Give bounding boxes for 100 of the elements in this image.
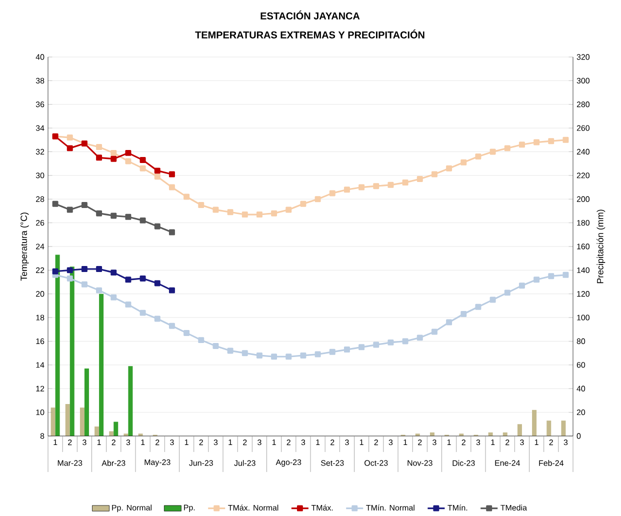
point: [431, 171, 438, 178]
point: [490, 296, 496, 303]
point: [504, 290, 510, 296]
point: [168, 229, 175, 236]
point: [96, 144, 102, 150]
bar: [128, 366, 133, 436]
point: [475, 154, 482, 160]
point: [140, 157, 146, 164]
point: [66, 145, 73, 152]
point: [271, 354, 278, 360]
point: [212, 343, 219, 349]
point: [168, 184, 175, 190]
point: [431, 328, 438, 335]
point: [140, 217, 146, 224]
bar: [55, 254, 60, 436]
bar: [546, 420, 552, 436]
point: [300, 352, 306, 358]
point: [475, 304, 482, 310]
point: [548, 138, 554, 144]
bar: [80, 408, 84, 436]
point: [154, 316, 160, 322]
point: [66, 206, 73, 213]
point: [286, 206, 292, 213]
point: [66, 267, 73, 274]
point: [81, 281, 88, 288]
bar: [99, 294, 104, 436]
bar: [50, 408, 56, 436]
point: [460, 159, 467, 166]
point: [314, 196, 321, 202]
y-axis-title: Temperatura (°C): [20, 212, 29, 281]
point: [96, 266, 102, 272]
point: [388, 182, 394, 188]
point: [271, 210, 278, 216]
point: [168, 171, 175, 178]
point: [81, 266, 88, 272]
point: [154, 174, 160, 180]
point: [81, 202, 88, 208]
point: [110, 270, 117, 276]
point: [388, 339, 394, 346]
point: [110, 150, 117, 156]
point: [184, 330, 190, 336]
point: [110, 156, 117, 162]
point: [329, 348, 336, 355]
point: [329, 190, 336, 196]
point: [96, 154, 102, 161]
point: [373, 183, 380, 190]
point: [416, 334, 423, 341]
point: [358, 344, 365, 350]
point: [198, 202, 204, 208]
point: [110, 212, 117, 219]
point: [227, 348, 234, 354]
point: [52, 200, 58, 207]
point: [125, 302, 132, 308]
point: [154, 280, 160, 286]
point: [358, 184, 365, 190]
point: [562, 272, 569, 278]
point: [168, 322, 175, 329]
point: [125, 276, 132, 283]
point: [227, 209, 234, 216]
point: [110, 294, 117, 300]
point: [402, 180, 408, 186]
point: [96, 287, 102, 294]
point: [314, 351, 321, 358]
point: [344, 346, 350, 353]
point: [242, 350, 248, 356]
point: [518, 282, 525, 289]
bar: [65, 404, 70, 436]
point: [562, 136, 569, 143]
point: [154, 223, 160, 230]
point: [446, 165, 452, 172]
point: [125, 158, 132, 164]
point: [256, 212, 262, 218]
point: [344, 186, 350, 193]
point: [286, 354, 292, 360]
point: [52, 268, 58, 274]
point: [125, 214, 132, 220]
point: [154, 168, 160, 174]
point: [446, 319, 452, 326]
bar: [94, 426, 100, 436]
chart-subtitle: TEMPERATURAS EXTREMAS Y PRECIPITACIÓN: [195, 30, 424, 38]
point: [402, 338, 408, 344]
point: [140, 165, 146, 172]
point: [140, 275, 146, 282]
point: [548, 273, 554, 280]
point: [373, 342, 380, 348]
bar: [517, 424, 522, 436]
point: [416, 176, 423, 182]
point: [256, 352, 262, 358]
bar: [70, 266, 74, 436]
bar: [561, 420, 566, 436]
bar: [114, 422, 118, 436]
bar: [84, 368, 89, 436]
point: [534, 139, 540, 146]
point: [518, 142, 525, 148]
point: [125, 150, 132, 156]
point: [66, 275, 73, 282]
point: [212, 206, 219, 213]
y2-axis-title: Precipitación (mm): [596, 210, 606, 284]
point: [300, 200, 306, 207]
point: [184, 194, 190, 200]
